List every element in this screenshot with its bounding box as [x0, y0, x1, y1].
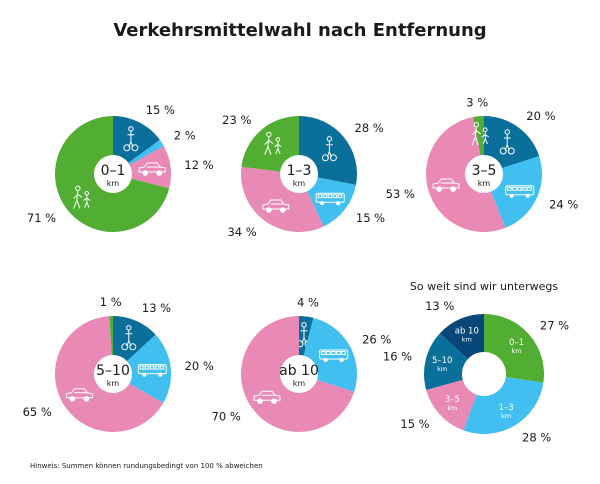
segment-unit-label: km — [437, 365, 447, 373]
slice-label: 70 % — [212, 409, 241, 423]
public-icon — [505, 185, 535, 198]
slice-label: 2 % — [174, 128, 196, 142]
center-unit-label: km — [293, 179, 306, 188]
car-icon — [432, 178, 460, 192]
slice-label: 34 % — [227, 225, 256, 239]
slice-label: 13 % — [425, 299, 454, 313]
segment-unit-label: km — [447, 404, 457, 412]
slice-label: 23 % — [222, 113, 251, 127]
slice-walk — [241, 116, 299, 172]
slice-label: 13 % — [142, 301, 171, 315]
segment-distance-label: 0–1 — [509, 338, 524, 348]
slice-bike — [299, 116, 357, 185]
segment-unit-label: km — [462, 336, 472, 344]
car-icon — [65, 388, 93, 402]
center-unit-label: km — [107, 179, 120, 188]
center-distance-label: 0–1 — [101, 163, 126, 179]
slice-segment-4 — [424, 333, 468, 390]
car-icon — [262, 199, 290, 213]
summary-chart-title: So weit sind wir unterwegs — [410, 280, 558, 293]
slice-car — [426, 117, 506, 232]
slice-walk — [55, 116, 170, 232]
public-icon — [137, 364, 167, 377]
slice-label: 28 % — [355, 121, 384, 135]
segment-unit-label: km — [501, 412, 511, 420]
slice-label: 53 % — [386, 187, 415, 201]
slice-label: 12 % — [184, 158, 213, 172]
slice-walk — [109, 316, 113, 356]
slice-segment-1 — [484, 314, 544, 383]
footnote: Hinweis: Summen können rundungsbedingt v… — [30, 462, 263, 470]
walk-icon — [73, 185, 91, 209]
center-unit-label: km — [478, 179, 491, 188]
bike-icon — [321, 136, 337, 162]
segment-distance-label: 3–5 — [445, 395, 460, 405]
slice-car — [55, 316, 164, 432]
slice-label: 15 % — [400, 417, 429, 431]
slice-walk — [473, 116, 484, 156]
donut-chart-1: 15 % 2 % 12 % 71 % 0–1km — [27, 103, 214, 232]
slice-label: 65 % — [23, 405, 52, 419]
slice-label: 20 % — [185, 359, 214, 373]
bike-icon — [121, 325, 137, 351]
slice-label: 15 % — [356, 211, 385, 225]
center-distance-label: 5–10 — [96, 363, 130, 379]
segment-distance-label: 1–3 — [499, 403, 514, 413]
slice-label: 24 % — [549, 198, 578, 212]
slice-public — [490, 156, 542, 228]
slice-car — [241, 166, 324, 232]
center-distance-label: ab 10 — [279, 363, 319, 379]
segment-distance-label: ab 10 — [455, 327, 479, 337]
slice-segment-3 — [426, 379, 477, 431]
car-icon — [253, 390, 281, 405]
public-icon — [315, 192, 345, 206]
center-distance-label: 3–5 — [472, 163, 497, 179]
bike-icon — [123, 126, 139, 152]
walk-icon — [471, 121, 489, 146]
slice-car — [240, 315, 355, 432]
public-icon — [319, 349, 349, 363]
slice-label: 26 % — [362, 332, 391, 346]
chart-title: Verkehrsmittelwahl nach Entfernung — [113, 20, 487, 41]
center-unit-label: km — [107, 379, 120, 388]
slice-label: 1 % — [100, 295, 122, 309]
slice-public — [128, 139, 164, 165]
slice-bike — [484, 116, 540, 169]
slice-label: 28 % — [522, 431, 551, 445]
donut-chart-2: 28 % 15 % 34 % 23 % 1–3km — [222, 113, 385, 239]
donut-chart-3: 20 % 24 % 53 % 3 % 3–5km — [386, 95, 578, 232]
slice-label: 16 % — [383, 350, 412, 364]
walk-icon — [264, 131, 282, 155]
segment-unit-label: km — [511, 347, 521, 355]
slice-label: 71 % — [27, 211, 56, 225]
car-icon — [138, 162, 166, 176]
slice-segment-5 — [439, 314, 484, 360]
slice-label: 27 % — [540, 319, 569, 333]
bike-icon — [499, 129, 515, 155]
slice-label: 4 % — [297, 296, 319, 310]
slice-label: 15 % — [146, 103, 175, 117]
center-unit-label: km — [293, 379, 306, 388]
slice-segment-2 — [463, 377, 544, 435]
slice-label: 20 % — [526, 109, 555, 123]
center-distance-label: 1–3 — [287, 163, 312, 179]
segment-distance-label: 5–10 — [432, 356, 452, 366]
slice-bike — [113, 116, 160, 163]
slice-label: 3 % — [466, 95, 488, 109]
